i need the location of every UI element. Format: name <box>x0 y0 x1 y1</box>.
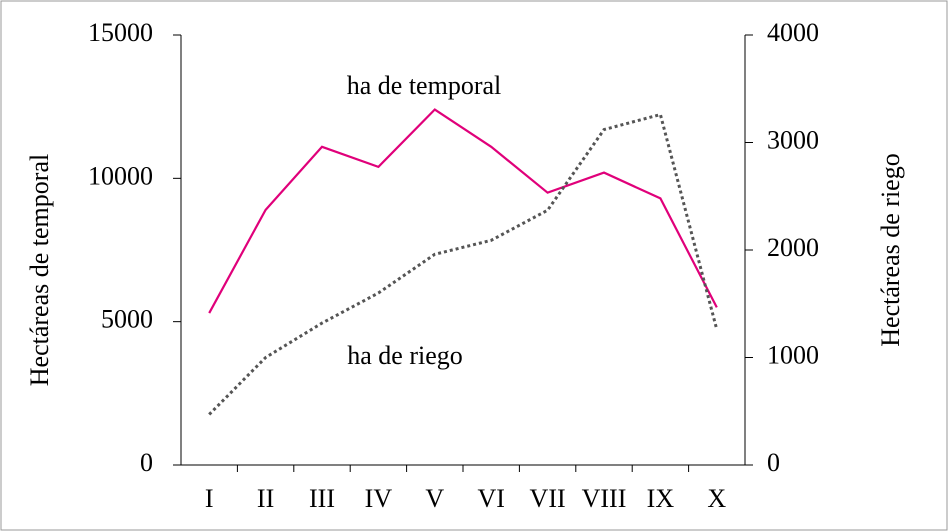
y-tick-label: 10000 <box>88 161 153 190</box>
y-tick-label: 0 <box>140 448 153 477</box>
y2-tick-label: 0 <box>767 448 780 477</box>
y-axis-label: Hectáreas de temporal <box>25 154 54 386</box>
y2-tick-label: 2000 <box>767 233 819 262</box>
x-tick-label: VI <box>477 484 504 513</box>
x-tick-label: IX <box>647 484 675 513</box>
y2-tick-label: 4000 <box>767 18 819 47</box>
x-tick-label: II <box>257 484 274 513</box>
y2-axis-label: Hectáreas de riego <box>876 153 905 346</box>
series-line <box>208 112 719 416</box>
series-label: ha de riego <box>347 341 463 370</box>
series-line <box>208 108 718 314</box>
series-label: ha de temporal <box>347 71 502 100</box>
y-tick-label: 15000 <box>88 18 153 47</box>
y2-tick-label: 3000 <box>767 125 819 154</box>
x-tick-label: X <box>707 484 726 513</box>
x-tick-label: VIII <box>582 484 627 513</box>
x-tick-label: VII <box>530 484 566 513</box>
x-tick-label: IV <box>365 484 393 513</box>
x-tick-label: I <box>205 484 214 513</box>
y2-tick-label: 1000 <box>767 340 819 369</box>
x-tick-label: V <box>425 484 444 513</box>
x-tick-label: III <box>309 484 335 513</box>
y-tick-label: 5000 <box>101 305 153 334</box>
